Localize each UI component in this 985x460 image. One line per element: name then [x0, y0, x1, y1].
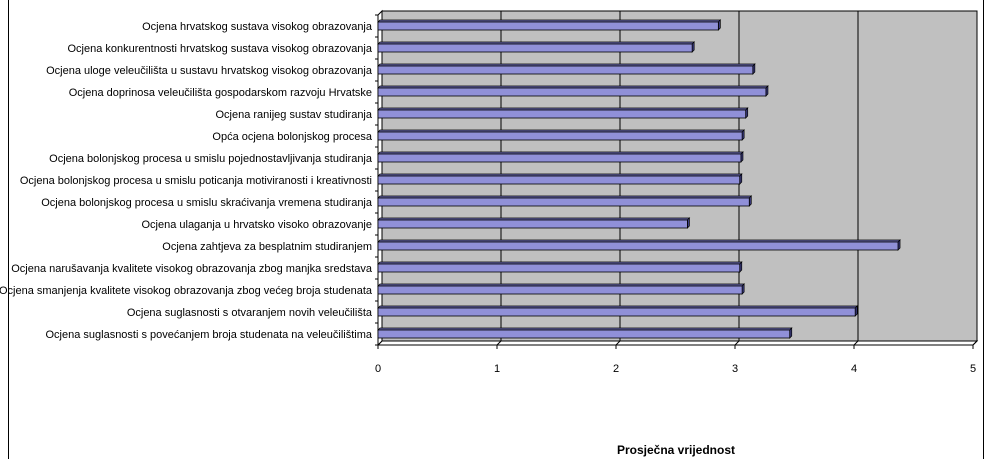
bars-group	[375, 14, 901, 346]
bar-front-face	[377, 175, 741, 185]
category-label: Ocjena doprinosa veleučilišta gospodarsk…	[69, 87, 372, 99]
category-label: Ocjena hrvatskog sustava visokog obrazov…	[142, 21, 373, 33]
x-tick-label: 3	[732, 363, 738, 375]
chart-frame	[8, 0, 984, 459]
floor-gridline	[496, 340, 502, 346]
bar-front-face	[377, 65, 754, 75]
bar	[377, 19, 722, 31]
x-tick-label: 4	[851, 363, 857, 375]
bar-front-face	[377, 219, 688, 229]
bar	[377, 195, 753, 207]
bar	[377, 261, 743, 273]
bar-front-face	[377, 87, 767, 97]
category-label: Ocjena zahtjeva za besplatnim studiranje…	[162, 241, 372, 253]
category-label: Opća ocjena bolonjskog procesa	[212, 131, 372, 143]
bar	[377, 173, 743, 185]
category-label: Ocjena bolonjskog procesa u smislu pojed…	[49, 153, 373, 165]
plot-floor	[376, 340, 979, 346]
floor-gridline	[853, 340, 859, 346]
category-label: Ocjena uloge veleučilišta u sustavu hrva…	[46, 65, 373, 77]
bar-front-face	[377, 285, 743, 295]
bar	[377, 63, 756, 75]
bar-front-face	[377, 43, 693, 53]
category-label: Ocjena bolonjskog procesa u smislu skrać…	[41, 197, 373, 209]
category-label: Ocjena narušavanja kvalitete visokog obr…	[11, 263, 373, 275]
bar-front-face	[377, 241, 899, 251]
x-axis-label: Prosječna vrijednost	[617, 443, 735, 457]
category-label: Ocjena smanjenja kvalitete visokog obraz…	[0, 285, 373, 297]
floor-gridline	[972, 340, 978, 346]
bar-front-face	[377, 263, 741, 273]
floor-gridline	[734, 340, 740, 346]
bar	[377, 217, 691, 229]
bar	[377, 283, 745, 295]
category-labels: Ocjena hrvatskog sustava visokog obrazov…	[0, 21, 373, 341]
bar-front-face	[377, 21, 719, 31]
x-tick-label: 2	[613, 363, 619, 375]
bar	[377, 129, 745, 141]
category-label: Ocjena suglasnosti s otvaranjem novih ve…	[127, 307, 373, 319]
category-label: Ocjena ranijeg sustav studiranja	[215, 109, 372, 121]
bar-front-face	[377, 307, 856, 317]
bar	[377, 327, 793, 339]
bar-front-face	[377, 109, 747, 119]
bar	[377, 107, 749, 119]
category-label: Ocjena bolonjskog procesa u smislu potic…	[20, 175, 372, 187]
category-label: Ocjena suglasnosti s povećanjem broja st…	[45, 329, 372, 341]
x-tick-label: 1	[494, 363, 500, 375]
bar-front-face	[377, 197, 750, 207]
x-tick-label: 0	[375, 363, 381, 375]
bar	[377, 85, 769, 97]
bar-front-face	[377, 131, 743, 141]
category-label: Ocjena konkurentnosti hrvatskog sustava …	[67, 43, 372, 55]
bar	[377, 151, 744, 163]
bar-front-face	[377, 153, 742, 163]
bar	[377, 41, 696, 53]
bar	[377, 239, 901, 251]
bar	[377, 305, 859, 317]
x-axis-ticks: 0 1 2 3 4 5	[375, 344, 976, 375]
bar-front-face	[377, 329, 791, 339]
category-label: Ocjena ulaganja u hrvatsko visoko obrazo…	[141, 219, 372, 231]
x-tick-label: 5	[970, 363, 976, 375]
floor-gridline	[615, 340, 621, 346]
